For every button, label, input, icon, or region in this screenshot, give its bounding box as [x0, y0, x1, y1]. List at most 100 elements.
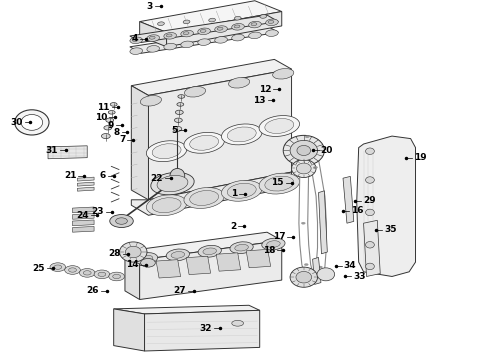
Polygon shape [73, 226, 94, 232]
Polygon shape [246, 249, 270, 268]
Ellipse shape [113, 274, 121, 279]
Text: 8: 8 [113, 128, 120, 137]
Ellipse shape [183, 32, 189, 35]
Ellipse shape [166, 249, 190, 261]
Ellipse shape [98, 272, 106, 276]
Ellipse shape [265, 118, 294, 134]
Ellipse shape [200, 30, 206, 32]
Ellipse shape [134, 253, 158, 264]
Text: 29: 29 [363, 197, 376, 205]
Ellipse shape [268, 21, 274, 23]
Polygon shape [140, 1, 282, 32]
Ellipse shape [296, 271, 312, 283]
Ellipse shape [198, 28, 210, 35]
Polygon shape [77, 187, 94, 191]
Ellipse shape [50, 263, 66, 271]
Text: 25: 25 [32, 264, 45, 273]
Polygon shape [364, 220, 380, 276]
Ellipse shape [54, 265, 62, 269]
Ellipse shape [297, 145, 311, 156]
Ellipse shape [190, 190, 219, 206]
Ellipse shape [366, 242, 374, 248]
Ellipse shape [104, 126, 112, 130]
Ellipse shape [320, 221, 324, 224]
Ellipse shape [366, 263, 374, 270]
Polygon shape [131, 59, 292, 95]
Polygon shape [186, 256, 211, 275]
Ellipse shape [69, 268, 76, 272]
Text: 17: 17 [272, 233, 285, 242]
Text: 4: 4 [132, 34, 138, 43]
Text: 1: 1 [231, 189, 237, 198]
Ellipse shape [232, 23, 245, 30]
Ellipse shape [164, 43, 176, 50]
Ellipse shape [116, 218, 127, 224]
Ellipse shape [272, 68, 294, 79]
Ellipse shape [79, 269, 95, 277]
Ellipse shape [283, 135, 324, 166]
Text: 15: 15 [271, 178, 284, 187]
Ellipse shape [106, 118, 114, 122]
Ellipse shape [183, 20, 190, 24]
Ellipse shape [232, 34, 245, 41]
Ellipse shape [366, 209, 374, 216]
Polygon shape [130, 26, 278, 53]
Ellipse shape [305, 136, 309, 138]
Polygon shape [125, 251, 140, 300]
Polygon shape [343, 176, 354, 223]
Polygon shape [140, 22, 167, 47]
Polygon shape [114, 305, 260, 314]
Text: 32: 32 [199, 324, 212, 333]
Polygon shape [131, 86, 148, 200]
Polygon shape [156, 260, 181, 278]
Ellipse shape [147, 141, 187, 162]
Ellipse shape [166, 34, 172, 37]
Ellipse shape [170, 168, 185, 183]
Ellipse shape [174, 118, 182, 122]
Ellipse shape [366, 148, 374, 154]
Ellipse shape [203, 248, 217, 255]
Text: 7: 7 [119, 135, 125, 144]
Text: 13: 13 [253, 96, 266, 105]
Polygon shape [318, 191, 327, 254]
Ellipse shape [149, 36, 155, 39]
Text: 35: 35 [384, 225, 397, 234]
Ellipse shape [147, 46, 160, 52]
Ellipse shape [94, 270, 110, 279]
Text: 3: 3 [147, 2, 153, 11]
Ellipse shape [164, 32, 176, 39]
Ellipse shape [248, 32, 261, 39]
Polygon shape [73, 220, 94, 226]
Ellipse shape [209, 18, 216, 22]
Ellipse shape [198, 246, 221, 257]
Ellipse shape [120, 242, 147, 262]
Ellipse shape [318, 266, 322, 268]
Ellipse shape [259, 116, 299, 136]
Ellipse shape [296, 163, 311, 174]
Ellipse shape [366, 177, 374, 183]
Text: 14: 14 [125, 260, 138, 269]
Ellipse shape [152, 144, 181, 159]
Ellipse shape [290, 140, 318, 161]
Text: 20: 20 [320, 146, 333, 155]
Polygon shape [77, 182, 94, 186]
Text: 10: 10 [95, 112, 107, 122]
Ellipse shape [181, 41, 194, 48]
Polygon shape [148, 69, 292, 200]
Polygon shape [114, 309, 145, 351]
Text: 2: 2 [230, 222, 236, 231]
Ellipse shape [184, 188, 224, 208]
Ellipse shape [132, 39, 138, 41]
Ellipse shape [290, 267, 318, 287]
Text: 26: 26 [86, 287, 99, 295]
Ellipse shape [181, 30, 194, 37]
Ellipse shape [232, 320, 244, 326]
Text: 19: 19 [414, 153, 426, 162]
Ellipse shape [217, 27, 223, 30]
Ellipse shape [317, 268, 335, 281]
Text: 24: 24 [76, 211, 89, 220]
Ellipse shape [267, 241, 280, 247]
Ellipse shape [140, 95, 162, 106]
Ellipse shape [234, 17, 241, 20]
Text: 6: 6 [99, 171, 106, 180]
